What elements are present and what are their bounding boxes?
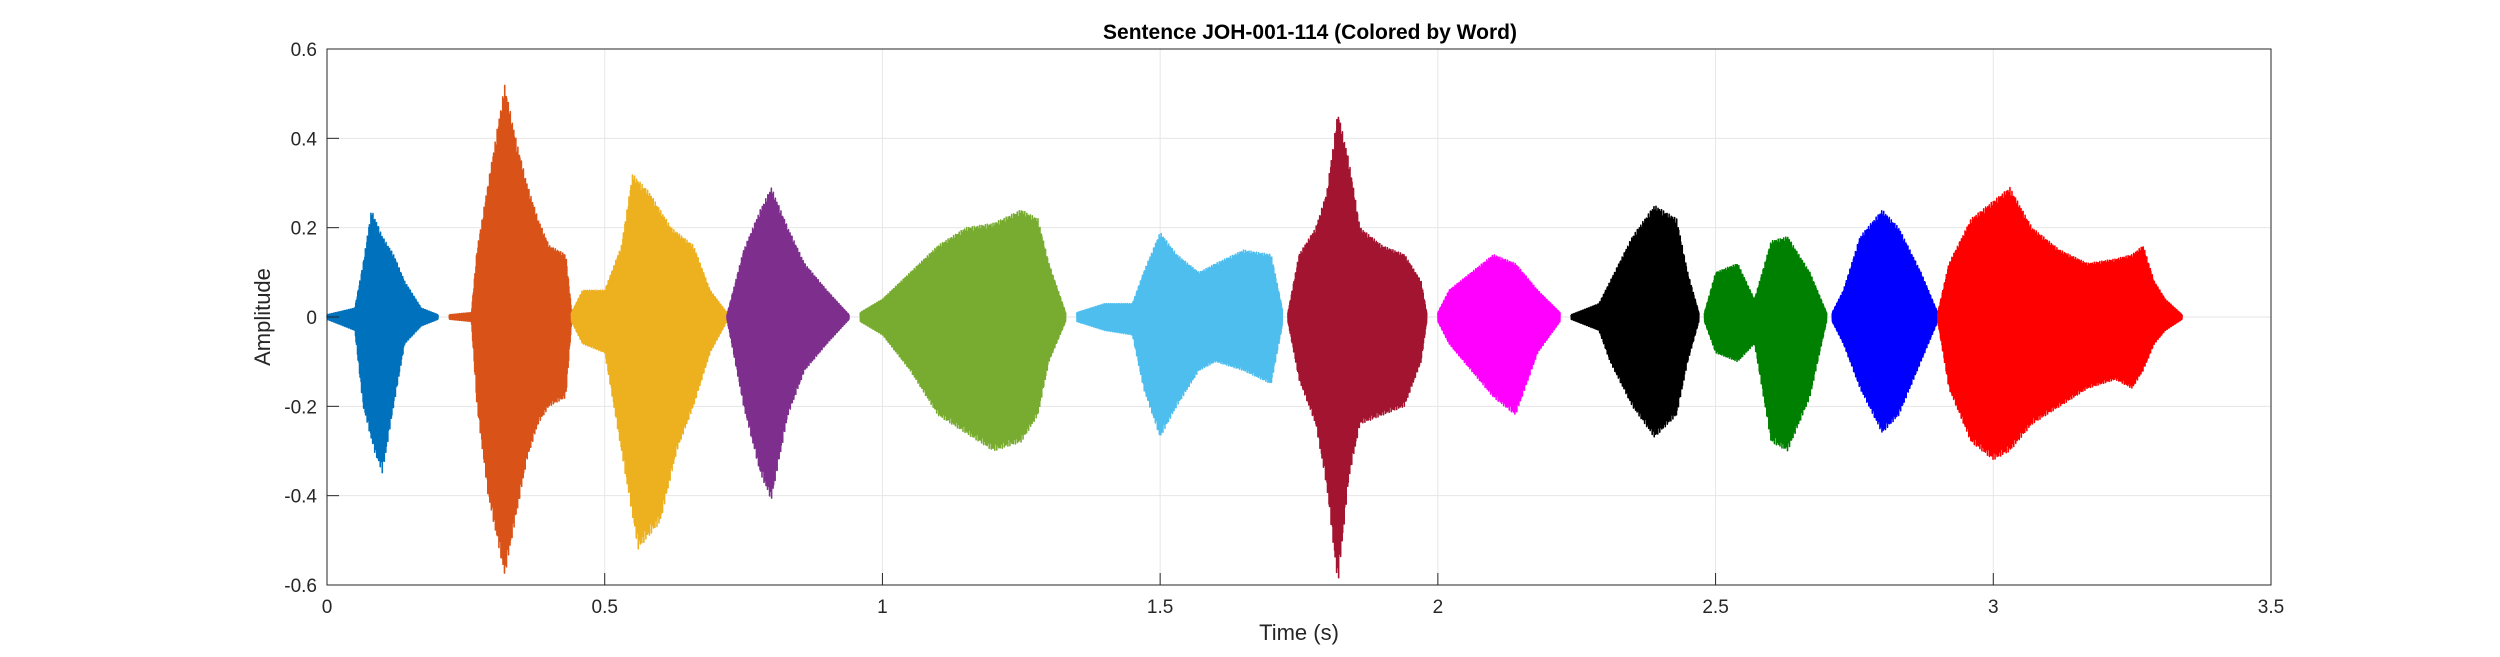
chart-title: Sentence JOH-001-114 (Colored by Word) (1103, 21, 1517, 44)
waveform-trace (1570, 205, 1700, 438)
word-waveform-5 (859, 210, 1067, 451)
word-waveform-2 (448, 84, 573, 574)
word-waveform-3 (570, 174, 728, 550)
y-tick-label: -0.2 (284, 397, 317, 418)
waveform-trace (448, 84, 573, 574)
x-tick-label: 3 (1988, 597, 1999, 618)
y-tick-label: 0.6 (291, 40, 317, 61)
x-axis-label: Time (s) (1259, 620, 1339, 645)
x-tick-label: 2.5 (1702, 597, 1728, 618)
x-tick-label: 0 (322, 597, 333, 618)
word-waveform-10 (1703, 236, 1828, 452)
word-waveform-6 (1076, 232, 1284, 436)
word-waveform-12 (1936, 186, 2183, 461)
x-tick-label: 1.5 (1147, 597, 1173, 618)
y-tick-label: -0.6 (284, 576, 317, 597)
waveform-trace (726, 187, 850, 499)
waveform-trace (1437, 254, 1561, 415)
waveform-trace (1703, 236, 1828, 452)
word-waveform-9 (1570, 205, 1700, 438)
word-waveform-8 (1437, 254, 1561, 415)
x-tick-label: 2 (1433, 597, 1444, 618)
waveform-trace (859, 210, 1067, 451)
plot-area (326, 84, 2183, 579)
word-waveform-7 (1287, 116, 1428, 579)
y-tick-label: 0.2 (291, 219, 317, 240)
waveform-trace (1287, 116, 1428, 579)
waveform-trace (1936, 186, 2183, 461)
waveform-trace (570, 174, 728, 550)
y-tick-label: 0 (306, 308, 317, 329)
axis-ticks: 0 0.5 1 1.5 2 2.5 3 3.5 -0.6 -0.4 -0.2 0 0.2 0.4 0.6 (284, 40, 2284, 618)
word-waveform-11 (1831, 210, 1939, 433)
x-tick-label: 1 (877, 597, 888, 618)
waveform-trace (326, 212, 439, 474)
x-tick-label: 0.5 (592, 597, 618, 618)
word-waveform-1 (326, 212, 439, 474)
word-waveform-4 (726, 187, 850, 499)
y-tick-label: -0.4 (284, 487, 317, 508)
y-tick-label: 0.4 (291, 129, 318, 150)
waveform-trace (1831, 210, 1939, 433)
x-tick-label: 3.5 (2258, 597, 2284, 618)
waveform-trace (1076, 232, 1284, 436)
y-axis-label: Amplitude (250, 268, 275, 366)
